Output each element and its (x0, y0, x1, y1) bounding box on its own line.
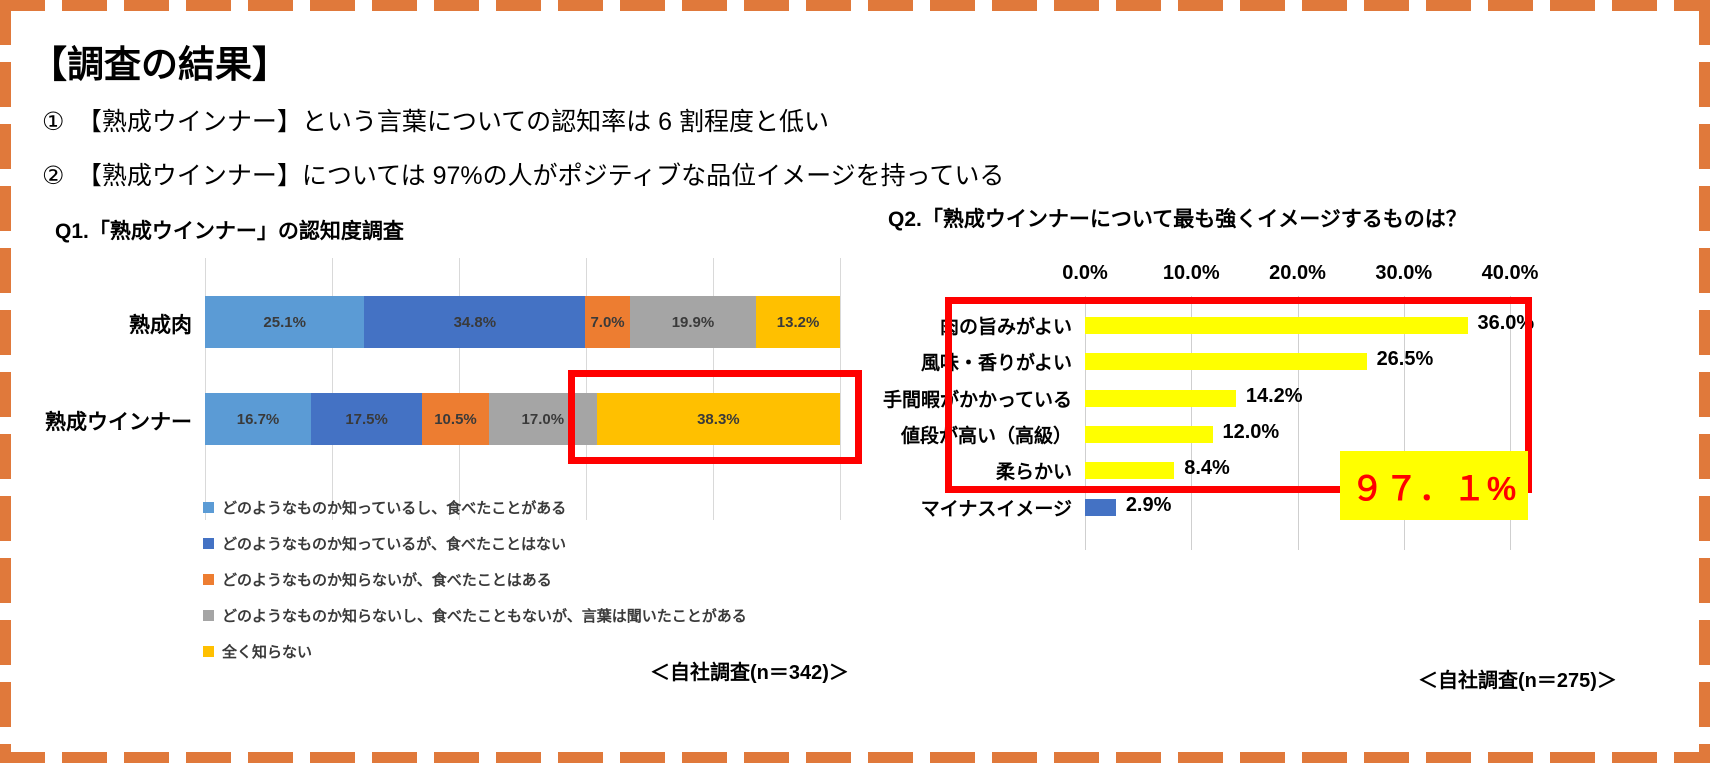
q2-category-label: 肉の旨みがよい (939, 317, 1072, 338)
q1-bar-segment: 7.0% (585, 296, 630, 348)
q2-gridline (1085, 296, 1086, 550)
q1-gridline (586, 258, 587, 520)
q1-chart-title: Q1.「熟成ウインナー」の認知度調査 (55, 220, 404, 243)
q1-legend-swatch-icon (203, 573, 214, 585)
q1-gridline (205, 258, 206, 520)
q1-bar-segment: 38.3% (596, 393, 840, 445)
q1-bar-segment: 13.2% (756, 296, 840, 348)
q1-legend-swatch-icon (203, 645, 214, 657)
q2-bar (1085, 316, 1468, 334)
q1-category-label: 熟成肉 (129, 314, 192, 337)
q1-bar-segment: 10.5% (422, 393, 489, 445)
q1-bar-segment: 17.5% (311, 393, 423, 445)
q2-bar (1085, 461, 1175, 479)
q2-chart-title: Q2.「熟成ウインナーについて最も強くイメージするものは？ (888, 208, 1467, 231)
q1-legend: どのようなものか知っているし、食べたことがある どのようなものか知っているが、食べ… (203, 496, 747, 676)
border-bottom (0, 752, 1710, 763)
q2-category-label: 風味・香りがよい (920, 353, 1072, 374)
q2-bar (1085, 425, 1213, 443)
q1-segment-value: 13.2% (776, 313, 820, 331)
q2-value-label: 14.2% (1245, 385, 1303, 407)
q2-value-label: 8.4% (1184, 457, 1230, 479)
q2-value-label: 26.5% (1376, 348, 1434, 370)
q1-segment-value: 38.3% (697, 410, 740, 428)
q1-legend-swatch-icon (203, 609, 214, 621)
q1-legend-item: どのようなものか知っているが、食べたことはない (203, 532, 747, 554)
q2-gridline (1403, 296, 1405, 550)
q2-bar (1085, 352, 1367, 370)
q2-gridline (1191, 296, 1193, 550)
q1-gridline (713, 258, 714, 520)
q1-legend-item: 全く知らない (203, 640, 747, 662)
q1-legend-label: どのようなものか知っているが、食べたことはない (222, 535, 566, 553)
q1-category-label: 熟成ウインナー (45, 411, 192, 434)
q1-segment-value: 25.1% (263, 313, 306, 331)
q2-axis-tick: 40.0% (1481, 262, 1539, 284)
q1-segment-value: 7.0% (590, 313, 625, 331)
q1-segment-value: 16.7% (236, 410, 280, 428)
q1-bar-segment: 34.8% (364, 296, 586, 348)
q1-gridline (840, 258, 841, 520)
q2-gridline (1297, 296, 1299, 550)
q1-legend-swatch-icon (203, 537, 214, 549)
q2-axis-tick: 10.0% (1162, 262, 1220, 284)
finding-item-1: ① 【熟成ウインナー】という言葉についての認知率は 6 割程度と低い (42, 108, 829, 136)
q1-gridline (332, 258, 333, 520)
q1-gridline (459, 258, 460, 520)
page-title: 【調査の結果】 (30, 44, 289, 85)
q2-note: ＜自社調査(n＝275)＞ (1418, 670, 1617, 692)
q1-legend-label: どのようなものか知らないし、食べたこともないが、言葉は聞いたことがある (222, 607, 747, 625)
border-top (0, 0, 1710, 11)
q1-legend-label: どのようなものか知っているし、食べたことがある (222, 499, 567, 517)
q1-legend-item: どのようなものか知っているし、食べたことがある (203, 496, 747, 518)
q2-axis-tick: 30.0% (1375, 262, 1433, 284)
q1-bar-segment: 17.0% (488, 393, 597, 445)
q1-segment-value: 10.5% (434, 410, 477, 428)
q2-value-label: 12.0% (1222, 421, 1280, 443)
q1-bar-segment: 25.1% (205, 296, 365, 348)
q1-segment-value: 17.5% (345, 410, 388, 428)
q1-bar-segment: 19.9% (629, 296, 757, 348)
q1-bar-row: 25.1% 34.8% 7.0% 19.9% 13.2% (205, 296, 840, 348)
q1-segment-value: 34.8% (453, 313, 497, 331)
q2-total-value: ９７．１% (1350, 469, 1518, 507)
q1-segment-value: 19.9% (671, 313, 715, 331)
finding-item-2: ② 【熟成ウインナー】については 97%の人がポジティブな品位イメージを持ってい… (42, 162, 1005, 190)
q2-category-label: 柔らかい (995, 462, 1072, 483)
q1-note: ＜自社調査(n＝342)＞ (650, 662, 849, 684)
q2-bar (1085, 498, 1116, 516)
q1-highlight-box (568, 370, 862, 464)
q1-legend-label: どのようなものか知らないが、食べたことはある (222, 571, 552, 589)
q2-category-label: マイナスイメージ (920, 499, 1072, 520)
q2-highlight-box (945, 297, 1532, 493)
q2-total-highlight: ９７．１% (1340, 451, 1528, 520)
q2-category-label: 手間暇がかかっている (882, 390, 1072, 411)
q2-axis-tick: 20.0% (1269, 262, 1326, 284)
q2-axis-tick: 0.0% (1062, 262, 1108, 284)
q2-bar (1085, 389, 1236, 407)
q1-legend-item: どのようなものか知らないが、食べたことはある (203, 568, 747, 590)
q1-segment-value: 17.0% (521, 410, 565, 428)
border-right (1699, 0, 1710, 763)
q1-legend-label: 全く知らない (222, 643, 313, 661)
q2-gridline (1510, 296, 1511, 550)
q1-legend-item: どのようなものか知らないし、食べたこともないが、言葉は聞いたことがある (203, 604, 747, 626)
q2-category-label: 値段が高い（高級） (900, 426, 1072, 447)
q1-legend-swatch-icon (203, 501, 214, 513)
q1-bar-segment: 16.7% (205, 393, 312, 445)
q1-bar-row: 16.7% 17.5% 10.5% 17.0% 38.3% (205, 393, 840, 445)
q2-value-label: 2.9% (1125, 494, 1172, 516)
border-left (0, 0, 11, 763)
q2-value-label: 36.0% (1477, 312, 1535, 334)
